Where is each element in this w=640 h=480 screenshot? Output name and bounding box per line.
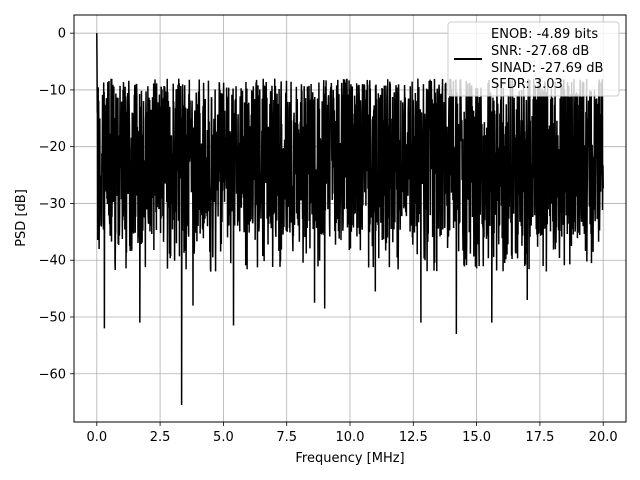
legend-box [447, 21, 620, 97]
x-tick-label: 2.5 [150, 430, 171, 445]
x-tick-label: 7.5 [276, 430, 297, 445]
legend: ENOB: -4.89 bits SNR: -27.68 dB SINAD: -… [447, 21, 620, 97]
legend-enob: ENOB: -4.89 bits [491, 27, 598, 42]
psd-signal [96, 33, 604, 405]
y-tick-label: −20 [39, 140, 66, 155]
y-tick-label: −40 [39, 254, 66, 269]
legend-sfdr: SFDR: 3.03 [491, 77, 563, 92]
x-tick-label: 15.0 [462, 430, 491, 445]
legend-snr: SNR: -27.68 dB [491, 44, 589, 59]
y-tick-label: −50 [39, 310, 66, 325]
y-axis-label: PSD [dB] [14, 189, 29, 247]
y-tick-label: −60 [39, 367, 66, 382]
legend-sinad: SINAD: -27.69 dB [491, 61, 603, 76]
x-tick-label: 0.0 [86, 430, 107, 445]
x-tick-label: 5.0 [213, 430, 234, 445]
x-axis-label: Frequency [MHz] [295, 451, 404, 466]
x-tick-label: 12.5 [399, 430, 428, 445]
y-tick-label: −30 [39, 197, 66, 212]
psd-trace [96, 33, 604, 405]
x-tick-label: 17.5 [525, 430, 554, 445]
y-tick-label: 0 [58, 27, 66, 42]
y-tick-label: −10 [39, 83, 66, 98]
axis-ticks: 0.0 2.5 5.0 7.5 10.0 12.5 15.0 17.5 20.0 0 −10 −20 −… [39, 27, 618, 445]
x-tick-label: 10.0 [336, 430, 365, 445]
x-tick-label: 20.0 [589, 430, 618, 445]
